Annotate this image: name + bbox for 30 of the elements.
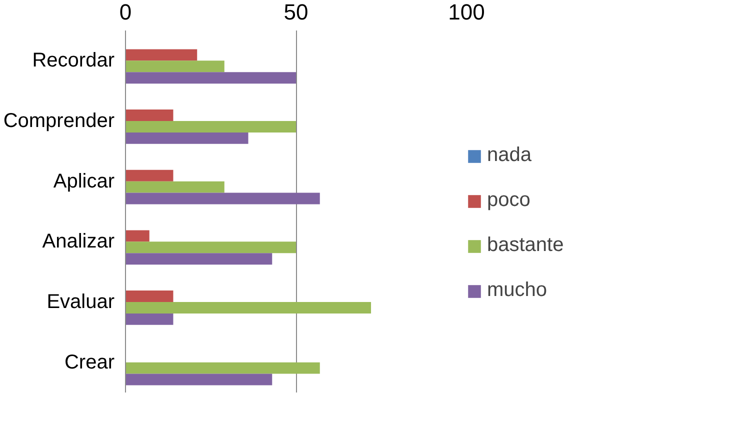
y-tick-label: Evaluar	[46, 291, 115, 313]
bar	[126, 313, 174, 325]
bar	[126, 72, 296, 84]
bar	[126, 60, 224, 72]
y-tick-label: Crear	[64, 351, 115, 374]
bar	[126, 242, 296, 254]
bar	[126, 290, 174, 302]
bar	[126, 362, 320, 374]
y-tick-label: Recordar	[32, 50, 115, 72]
y-tick-label: Aplicar	[53, 170, 115, 192]
x-tick-label: 0	[119, 0, 132, 24]
bar	[126, 192, 320, 204]
bar	[126, 170, 174, 182]
bar	[126, 374, 272, 386]
bar	[126, 253, 272, 265]
bar	[126, 302, 372, 314]
y-tick-label: Comprender	[3, 110, 115, 132]
legend-label: mucho	[487, 279, 548, 302]
x-tick-label: 100	[448, 0, 485, 24]
legend-label: poco	[487, 189, 530, 212]
y-tick-label: Analizar	[42, 230, 115, 253]
bar	[126, 230, 150, 242]
legend-label: nada	[487, 144, 532, 167]
legend-label: bastante	[487, 234, 564, 257]
bar	[126, 110, 174, 121]
bar	[126, 121, 296, 132]
bar	[126, 132, 248, 144]
bar	[126, 49, 198, 61]
x-tick-label: 50	[284, 0, 308, 24]
bar	[126, 181, 224, 193]
